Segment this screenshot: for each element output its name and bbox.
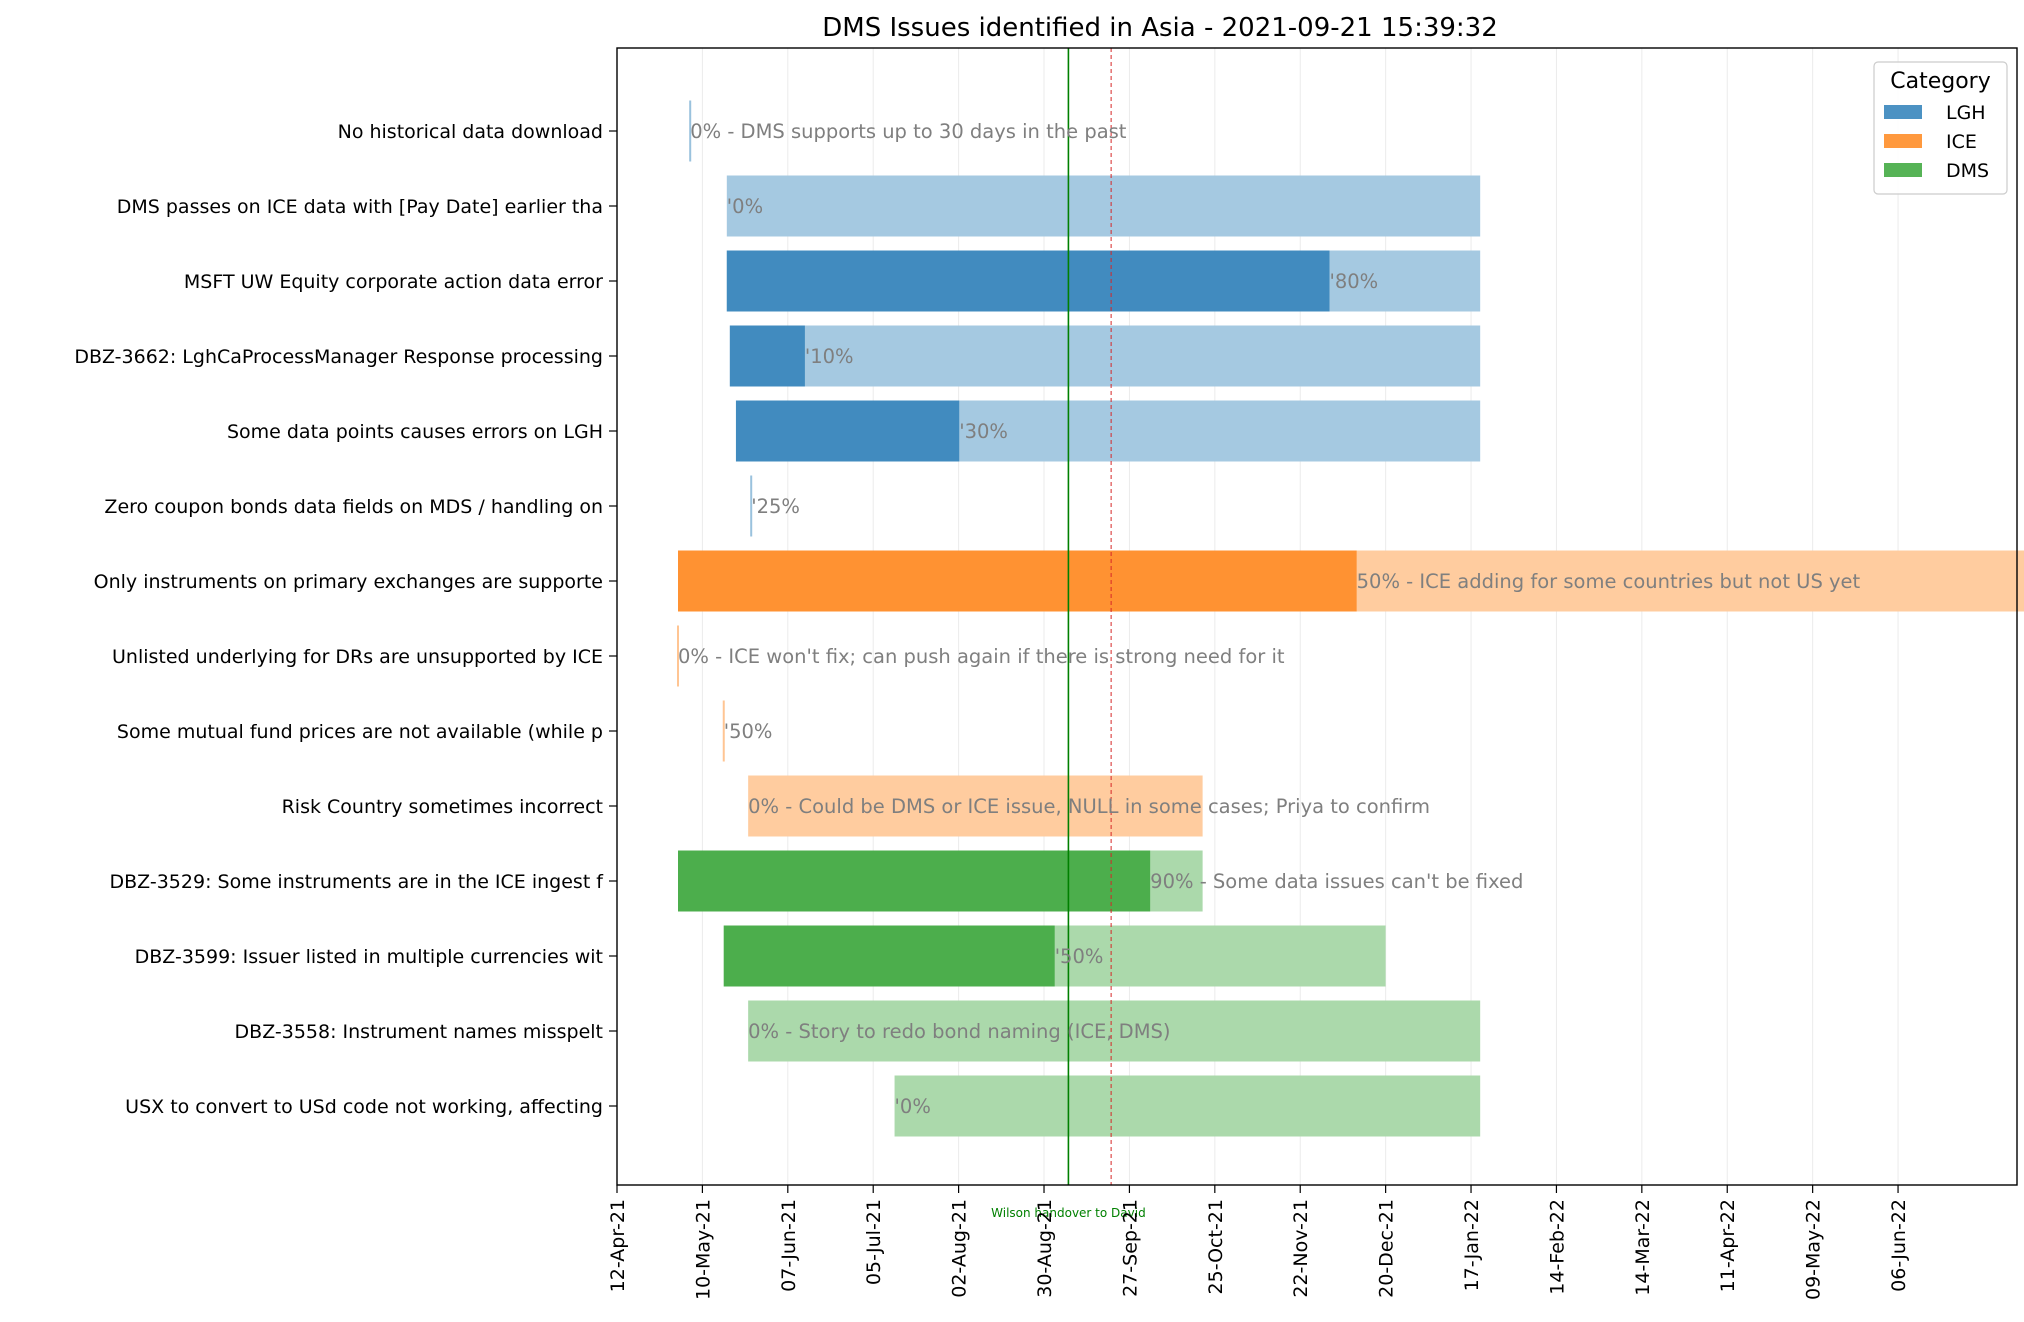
y-tick-label: USX to convert to USd code not working, … [125, 1096, 603, 1118]
task-progress-label: '0% [895, 1095, 931, 1118]
x-axis: 12-Apr-21 10-May-21 07-Jun-21 05-Jul-21 02-A… [607, 1185, 1910, 1300]
legend-entry-label: ICE [1946, 131, 1977, 153]
x-tick-label: 09-May-22 [1803, 1199, 1825, 1300]
legend-title: Category [1890, 69, 1991, 94]
legend-frame [1873, 61, 2008, 195]
y-tick-label: DBZ-3662: LghCaProcessManager Response p… [74, 346, 603, 368]
task-progress-label: 0% - Story to redo bond naming (ICE, DMS… [748, 1020, 1170, 1043]
task-progress-label: 0% - DMS supports up to 30 days in the p… [690, 120, 1127, 143]
task-bar-total [894, 1075, 1481, 1137]
x-tick-label: 07-Jun-21 [778, 1199, 800, 1292]
task-progress-label: 0% - Could be DMS or ICE issue, NULL in … [748, 795, 1430, 818]
x-tick-label: 11-Apr-22 [1717, 1199, 1739, 1292]
task-bar-progress [726, 250, 1330, 312]
y-tick-label: DBZ-3558: Instrument names misspelt [235, 1021, 603, 1043]
legend-entry-label: LGH [1946, 102, 1986, 124]
task-progress-label: 50% - ICE adding for some countries but … [1357, 570, 1861, 593]
x-tick-label: 10-May-21 [692, 1199, 714, 1300]
legend-swatch [1884, 105, 1922, 119]
task-progress-label: '25% [751, 495, 800, 518]
markers-layer: Wilson handover to David [991, 48, 1146, 1220]
task-bar-total [729, 325, 1481, 387]
y-tick-label: DBZ-3599: Issuer listed in multiple curr… [135, 946, 603, 968]
x-tick-label: 30-Aug-21 [1034, 1199, 1056, 1298]
x-tick-label: 25-Oct-21 [1205, 1199, 1227, 1294]
legend-swatch [1884, 134, 1922, 148]
legend-swatch [1884, 163, 1922, 177]
x-tick-label: 02-Aug-21 [949, 1199, 971, 1298]
y-tick-label: Some mutual fund prices are not availabl… [117, 721, 603, 743]
y-axis: No historical data download DMS passes on… [74, 121, 617, 1118]
x-tick-label: 14-Feb-22 [1546, 1199, 1568, 1295]
task-bar-progress [723, 925, 1055, 987]
y-tick-label: Risk Country sometimes incorrect [282, 796, 603, 818]
task-progress-label: '0% [727, 195, 763, 218]
grid-layer [616, 48, 1899, 1185]
task-bar-total [748, 775, 1203, 837]
task-bar-progress [729, 325, 805, 387]
task-progress-label: '30% [959, 420, 1008, 443]
task-progress-label: '80% [1330, 270, 1379, 293]
x-tick-label: 22-Nov-21 [1290, 1199, 1312, 1298]
y-tick-label: Some data points causes errors on LGH [227, 421, 603, 443]
y-tick-label: DBZ-3529: Some instruments are in the IC… [110, 871, 605, 893]
task-bar-progress [678, 850, 1151, 912]
y-tick-label: Zero coupon bonds data fields on MDS / h… [104, 496, 603, 518]
task-progress-label: '50% [724, 720, 773, 743]
task-progress-label: '50% [1055, 945, 1104, 968]
task-bar-total [726, 175, 1481, 237]
y-tick-label: Unlisted underlying for DRs are unsuppor… [112, 646, 603, 668]
y-tick-label: MSFT UW Equity corporate action data err… [184, 271, 603, 293]
bars-layer [677, 100, 2024, 1137]
x-tick-label: 20-Dec-21 [1376, 1199, 1398, 1298]
y-tick-label: Only instruments on primary exchanges ar… [94, 571, 603, 593]
legend-entry-label: DMS [1946, 160, 1989, 182]
task-progress-label: 0% - ICE won't fix; can push again if th… [678, 645, 1285, 668]
task-bar-total [748, 1000, 1481, 1062]
legend: Category LGH ICE DMS [1873, 61, 2008, 195]
x-tick-label: 14-Mar-22 [1632, 1199, 1654, 1296]
bar-labels-layer: 0% - DMS supports up to 30 days in the p… [678, 120, 1861, 1118]
x-tick-label: 05-Jul-21 [863, 1199, 885, 1285]
task-progress-label: 90% - Some data issues can't be fixed [1150, 870, 1523, 893]
task-bar-progress [735, 400, 960, 462]
x-tick-label: 17-Jan-22 [1461, 1199, 1483, 1291]
x-tick-label: 06-Jun-22 [1888, 1199, 1910, 1292]
x-tick-label: 12-Apr-21 [607, 1199, 629, 1292]
y-tick-label: No historical data download [338, 121, 603, 143]
task-progress-label: '10% [805, 345, 854, 368]
milestone-marker-label: Wilson handover to David [991, 1206, 1146, 1220]
task-bar-progress [678, 550, 1357, 612]
plot-frame [616, 47, 2018, 1186]
x-tick-label: 27-Sep-21 [1119, 1199, 1141, 1297]
chart-title: DMS Issues identified in Asia - 2021-09-… [822, 13, 1498, 43]
y-tick-label: DMS passes on ICE data with [Pay Date] e… [117, 196, 603, 218]
